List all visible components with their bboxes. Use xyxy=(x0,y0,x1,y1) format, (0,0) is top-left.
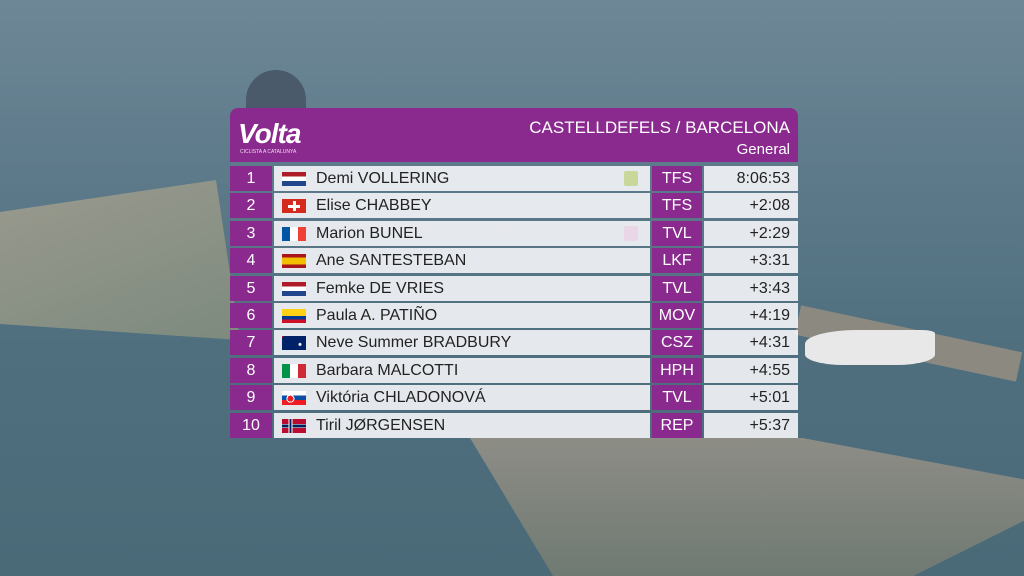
country-flag xyxy=(282,336,306,351)
classification: General xyxy=(736,141,790,158)
country-flag xyxy=(282,254,306,269)
position: 4 xyxy=(230,248,272,274)
rider-time: +2:08 xyxy=(704,193,798,219)
rider-cell: Paula A. PATIÑO xyxy=(274,303,650,328)
hotel-tower xyxy=(246,70,306,110)
position: 3 xyxy=(230,220,272,246)
country-flag xyxy=(282,391,306,406)
position: 9 xyxy=(230,385,272,411)
rider-name: Neve Summer BRADBURY xyxy=(316,334,512,352)
team-code: TFS xyxy=(652,166,702,191)
country-flag xyxy=(282,309,306,323)
rider-cell: Demi VOLLERING xyxy=(274,166,650,191)
rider-name: Marion BUNEL xyxy=(316,224,423,242)
rider-name: Ane SANTESTEBAN xyxy=(316,252,467,270)
rider-time: +2:29 xyxy=(704,220,798,246)
rider-cell: Marion BUNEL xyxy=(274,220,650,246)
position: 10 xyxy=(230,412,272,438)
jersey-icon xyxy=(624,171,638,186)
stage-name: CASTELLDEFELS / BARCELONA xyxy=(529,118,790,137)
yacht xyxy=(805,330,935,365)
rider-time: +4:19 xyxy=(704,303,798,328)
pier xyxy=(470,438,1024,576)
rider-cell: Barbara MALCOTTI xyxy=(274,357,650,383)
standing-row: 9 Viktória CHLADONOVÁ TVL +5:01 xyxy=(230,385,798,411)
jersey-icon xyxy=(624,225,638,241)
rider-name: Viktória CHLADONOVÁ xyxy=(316,389,486,407)
rider-cell: Tiril JØRGENSEN xyxy=(274,412,650,438)
team-code: TVL xyxy=(652,275,702,301)
standing-row: 5 Femke DE VRIES TVL +3:43 xyxy=(230,275,798,301)
position: 6 xyxy=(230,303,272,328)
rider-time: +5:37 xyxy=(704,412,798,438)
country-flag xyxy=(282,281,306,296)
country-flag xyxy=(282,226,306,241)
standing-row: 10 Tiril JØRGENSEN REP +5:37 xyxy=(230,412,798,438)
team-code: CSZ xyxy=(652,330,702,356)
team-code: TVL xyxy=(652,385,702,411)
rider-name: Femke DE VRIES xyxy=(316,279,445,297)
team-code: REP xyxy=(652,412,702,438)
rider-cell: Ane SANTESTEBAN xyxy=(274,248,650,274)
team-code: HPH xyxy=(652,357,702,383)
country-flag xyxy=(282,172,306,186)
team-code: TVL xyxy=(652,220,702,246)
standing-row: 6 Paula A. PATIÑO MOV +4:19 xyxy=(230,303,798,328)
rider-time: +3:31 xyxy=(704,248,798,274)
position: 1 xyxy=(230,166,272,191)
position: 2 xyxy=(230,193,272,219)
race-logo: Volta xyxy=(238,118,301,149)
rider-time: 8:06:53 xyxy=(704,166,798,191)
rider-cell: Viktória CHLADONOVÁ xyxy=(274,385,650,411)
rider-name: Tiril JØRGENSEN xyxy=(316,416,446,434)
standing-row: 3 Marion BUNEL TVL +2:29 xyxy=(230,220,798,246)
standing-row: 2 Elise CHABBEY TFS +2:08 xyxy=(230,193,798,219)
race-logo-subtitle: CICLISTA A CATALUNYA xyxy=(240,149,297,155)
standing-row: 4 Ane SANTESTEBAN LKF +3:31 xyxy=(230,248,798,274)
position: 7 xyxy=(230,330,272,356)
rider-name: Elise CHABBEY xyxy=(316,197,432,215)
team-code: TFS xyxy=(652,193,702,219)
rider-name: Barbara MALCOTTI xyxy=(316,361,459,379)
rider-time: +5:01 xyxy=(704,385,798,411)
country-flag xyxy=(282,199,306,214)
panel-header: Volta CICLISTA A CATALUNYA CASTELLDEFELS… xyxy=(230,108,798,162)
rider-cell: Elise CHABBEY xyxy=(274,193,650,219)
country-flag xyxy=(282,363,306,378)
rider-time: +3:43 xyxy=(704,275,798,301)
standing-row: 7 Neve Summer BRADBURY CSZ +4:31 xyxy=(230,330,798,356)
rider-cell: Neve Summer BRADBURY xyxy=(274,330,650,356)
harbor-land xyxy=(0,180,240,340)
team-code: LKF xyxy=(652,248,702,274)
rider-time: +4:55 xyxy=(704,357,798,383)
standing-row: 8 Barbara MALCOTTI HPH +4:55 xyxy=(230,357,798,383)
rider-cell: Femke DE VRIES xyxy=(274,275,650,301)
standing-row: 1 Demi VOLLERING TFS 8:06:53 xyxy=(230,166,798,191)
rider-name: Demi VOLLERING xyxy=(316,170,450,187)
position: 8 xyxy=(230,357,272,383)
country-flag xyxy=(282,418,306,433)
rider-time: +4:31 xyxy=(704,330,798,356)
rider-name: Paula A. PATIÑO xyxy=(316,307,438,324)
position: 5 xyxy=(230,275,272,301)
team-code: MOV xyxy=(652,303,702,328)
